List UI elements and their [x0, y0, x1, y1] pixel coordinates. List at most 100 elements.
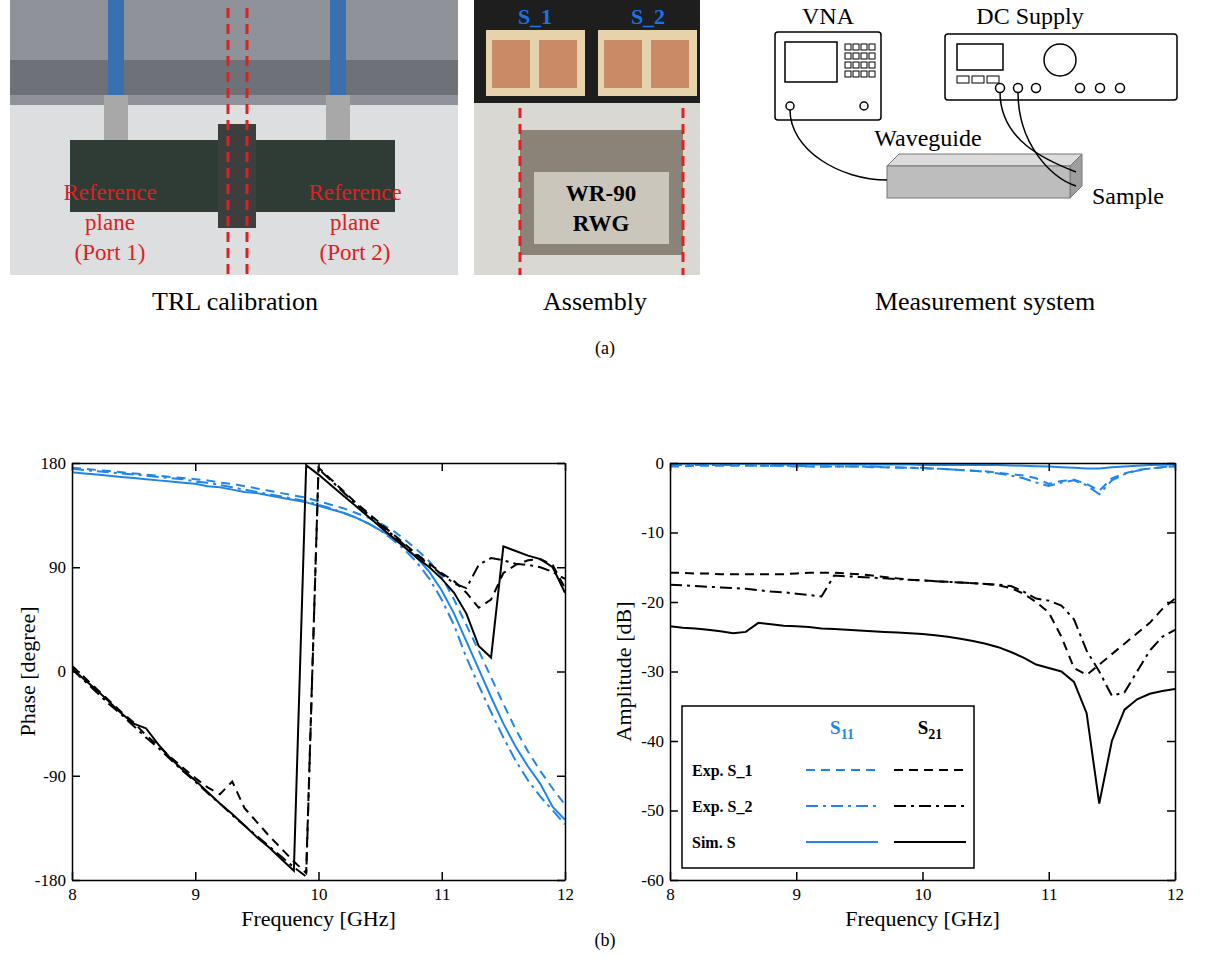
tick-label: 12: [1167, 885, 1184, 904]
tick: [796, 463, 797, 471]
tick: [442, 463, 443, 471]
tick-mark: [1167, 810, 1175, 812]
tick: [557, 463, 565, 464]
figure-canvas: Referenceplane(Port 1)Referenceplane(Por…: [0, 0, 1210, 957]
vna-button: [853, 62, 859, 68]
tick-mark: [72, 567, 80, 569]
tick-label: 9: [793, 885, 802, 904]
tick-mark: [922, 463, 924, 471]
wire: [1018, 92, 1076, 186]
tick: -40: [641, 732, 678, 751]
tick-label: 11: [434, 885, 450, 904]
tick: -90: [43, 767, 80, 786]
reference-plane-label: Reference: [308, 180, 401, 205]
vna-button: [869, 71, 875, 77]
tick: -10: [641, 523, 678, 542]
tick: [1167, 672, 1175, 673]
x-axis-title: Frequency [GHz]: [845, 906, 1000, 931]
dc-terminal: [1014, 84, 1023, 93]
tick-mark: [1167, 741, 1175, 743]
reference-plane: [519, 108, 522, 275]
tick-label: -10: [641, 523, 664, 542]
sample-label: S_2: [631, 4, 665, 29]
tick-mark: [442, 872, 444, 880]
wire: [790, 110, 887, 180]
vna-button: [845, 62, 851, 68]
reference-plane: [682, 108, 685, 275]
tick-mark: [318, 872, 320, 880]
tick-mark: [72, 671, 80, 673]
legend-label: Exp. S_1: [692, 762, 752, 780]
tick-mark: [922, 872, 924, 880]
dc-terminal: [1096, 84, 1105, 93]
tick-label: 12: [557, 885, 574, 904]
waveguide-label: Waveguide: [874, 125, 981, 151]
dc-supply-label: DC Supply: [976, 3, 1083, 29]
tick: [1167, 811, 1175, 812]
tick-mark: [1167, 602, 1175, 604]
legend-header: S21: [918, 717, 943, 742]
tick-mark: [1167, 671, 1175, 673]
dc-knob: [1044, 44, 1076, 76]
tick-label: -180: [35, 871, 66, 890]
dc-button: [957, 76, 969, 83]
tick: [1167, 741, 1175, 742]
photo-background: [474, 103, 700, 275]
legend-label: Sim. S: [692, 834, 736, 851]
tick: -50: [641, 801, 678, 820]
data-line: [72, 465, 565, 870]
photo-patch: [492, 40, 530, 88]
legend-swatch: [806, 769, 878, 771]
tick-mark: [557, 463, 565, 465]
x-axis: 89101112: [68, 872, 574, 904]
plot-background: [72, 463, 565, 880]
tick-mark: [72, 463, 80, 465]
tick-mark: [442, 463, 444, 471]
tick-mark: [557, 776, 565, 778]
x-axis-title: Frequency [GHz]: [241, 906, 396, 931]
tick-mark: [670, 602, 678, 604]
tick-label: -50: [641, 801, 664, 820]
photo-waveguide-inner: [534, 172, 669, 244]
sample-label: S_1: [518, 4, 552, 29]
data-line: [72, 468, 565, 805]
vna-screen: [785, 42, 837, 82]
photo-instrument: [10, 60, 458, 95]
wire: [1000, 92, 1076, 172]
reference-plane-label: plane: [330, 210, 380, 235]
dc-button: [987, 76, 999, 83]
panel-label: (a): [595, 338, 615, 359]
legend-label: Exp. S_2: [692, 798, 752, 816]
data-line: [72, 468, 565, 873]
tick: [557, 567, 565, 568]
tick: [1167, 880, 1175, 881]
vna-port: [860, 102, 868, 110]
data-line: [670, 576, 1175, 696]
tick-mark: [1167, 880, 1175, 882]
tick: -20: [641, 593, 678, 612]
tick-mark: [670, 671, 678, 673]
caption: Assembly: [543, 287, 647, 316]
legend-swatch: [806, 841, 878, 843]
tick-label: 0: [656, 454, 665, 473]
tick-mark: [670, 532, 678, 534]
tick: [1167, 533, 1175, 534]
vna-button: [845, 71, 851, 77]
tick-mark: [670, 741, 678, 743]
tick-label: -60: [641, 871, 664, 890]
photo-connector: [326, 95, 350, 140]
tick: 11: [434, 872, 450, 904]
tick-mark: [796, 463, 798, 471]
legend-box: [682, 706, 974, 868]
waveguide-top: [887, 154, 1082, 166]
photo-flange: [218, 124, 256, 228]
vna-button: [845, 53, 851, 59]
tick: [1167, 463, 1175, 464]
tick: -60: [641, 871, 678, 890]
tick-mark: [1049, 872, 1051, 880]
vna-port: [786, 102, 794, 110]
caption: Measurement system: [875, 287, 1095, 316]
tick-label: 11: [1041, 885, 1057, 904]
tick-label: -20: [641, 593, 664, 612]
photo-bench: [10, 105, 458, 275]
